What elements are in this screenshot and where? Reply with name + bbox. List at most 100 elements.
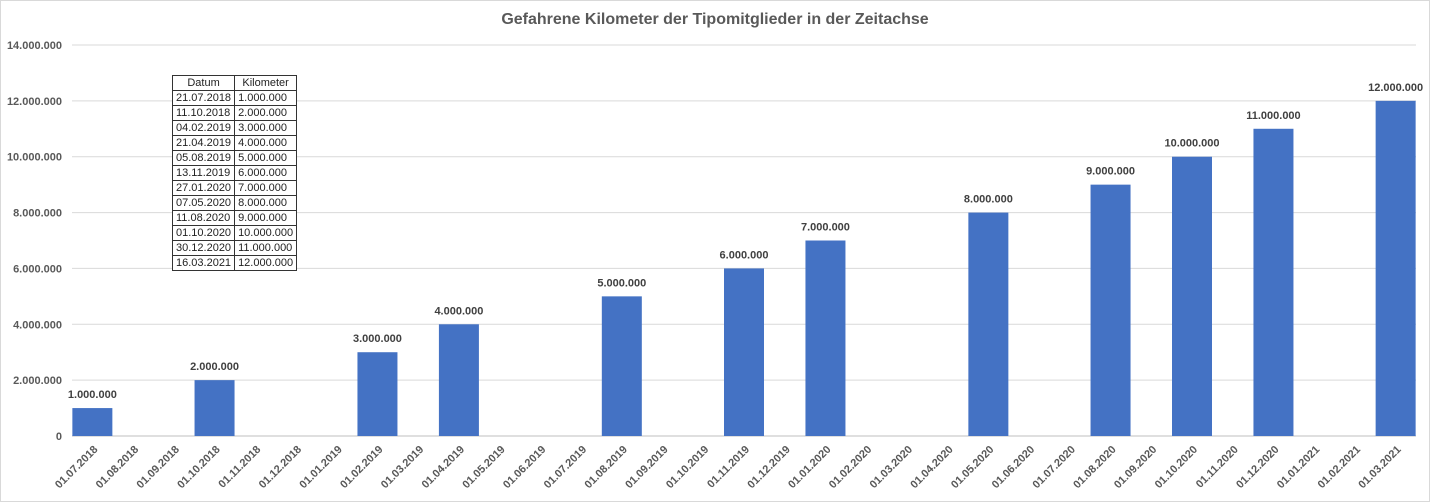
x-tick-label: 01.06.2019	[501, 444, 548, 491]
bar	[194, 380, 235, 436]
bar	[1090, 184, 1131, 436]
data-label: 2.000.000	[190, 361, 239, 373]
bar	[724, 268, 764, 436]
x-tick-label: 01.02.2019	[338, 444, 385, 491]
table-cell: 16.03.2021	[171, 255, 236, 271]
bar	[601, 296, 642, 436]
table-row: 07.05.2020 8.000.000	[171, 195, 298, 211]
data-label: 7.000.000	[801, 222, 850, 234]
data-label: 6.000.000	[720, 249, 769, 261]
x-tick-label: 01.08.2020	[1071, 444, 1118, 491]
table-cell: 04.02.2019	[171, 120, 236, 136]
data-label: 3.000.000	[353, 333, 402, 345]
table-cell: 3.000.000	[234, 120, 298, 136]
table-cell: 8.000.000	[234, 195, 298, 211]
data-label: 1.000.000	[68, 389, 117, 401]
table-cell: 05.08.2019	[171, 150, 236, 166]
bar	[357, 352, 398, 436]
table-cell: 7.000.000	[234, 180, 298, 196]
y-tick-label: 14.000.000	[7, 40, 62, 52]
x-tick-label: 01.09.2018	[135, 444, 182, 491]
x-tick-label: 01.10.2018	[175, 444, 222, 491]
x-tick-label: 01.05.2019	[460, 444, 507, 491]
bar	[438, 324, 479, 436]
table-cell: 13.11.2019	[171, 165, 236, 181]
data-label: 12.000.000	[1368, 82, 1423, 94]
x-tick-label: 01.02.2021	[1316, 444, 1363, 491]
data-table: Datum Kilometer 21.07.2018 1.000.000 11.10.2…	[171, 75, 298, 271]
bar	[1375, 100, 1416, 436]
y-tick-label: 10.000.000	[7, 152, 62, 164]
data-label: 10.000.000	[1164, 138, 1219, 150]
table-row: 21.04.2019 4.000.000	[171, 135, 298, 151]
data-label: 4.000.000	[434, 305, 483, 317]
y-tick-label: 0	[56, 431, 62, 443]
x-tick-label: 01.10.2019	[664, 444, 711, 491]
x-tick-label: 01.03.2021	[1356, 444, 1403, 491]
chart-title: Gefahrene Kilometer der Tipomitglieder i…	[501, 11, 928, 28]
table-cell: 4.000.000	[234, 135, 298, 151]
table-row: 04.02.2019 3.000.000	[171, 120, 298, 136]
table-row: 11.08.2020 9.000.000	[171, 210, 298, 226]
table-cell: 9.000.000	[234, 210, 298, 226]
x-tick-label: 01.07.2020	[1031, 444, 1078, 491]
bar	[968, 212, 1009, 436]
table-cell: 30.12.2020	[171, 240, 236, 256]
table-header-row: Datum Kilometer	[171, 75, 298, 91]
table-cell: Kilometer	[234, 75, 298, 91]
table-row: 16.03.2021 12.000.000	[171, 255, 298, 271]
x-tick-label: 01.01.2021	[1275, 444, 1322, 491]
table-cell: 21.04.2019	[171, 135, 236, 151]
x-tick-label: 01.07.2019	[542, 444, 589, 491]
table-cell: 01.10.2020	[171, 225, 236, 241]
table-cell: 6.000.000	[234, 165, 298, 181]
bar	[1172, 156, 1212, 436]
x-tick-label: 01.08.2018	[94, 444, 141, 491]
x-tick-label: 01.04.2020	[908, 444, 955, 491]
data-label: 5.000.000	[597, 277, 646, 289]
table-row: 30.12.2020 11.000.000	[171, 240, 298, 256]
x-tick-label: 01.04.2019	[420, 444, 467, 491]
y-tick-label: 6.000.000	[13, 263, 62, 275]
table-row: 05.08.2019 5.000.000	[171, 150, 298, 166]
bar	[72, 408, 113, 436]
x-tick-label: 01.06.2020	[990, 444, 1037, 491]
data-label: 8.000.000	[964, 194, 1013, 206]
table-cell: 21.07.2018	[171, 90, 236, 106]
x-tick-label: 01.09.2020	[1112, 444, 1159, 491]
table-row: 01.10.2020 10.000.000	[171, 225, 298, 241]
x-tick-label: 01.03.2020	[868, 444, 915, 491]
x-tick-label: 01.03.2019	[379, 444, 426, 491]
table-row: 13.11.2019 6.000.000	[171, 165, 298, 181]
y-tick-label: 2.000.000	[13, 375, 62, 387]
table-cell: 10.000.000	[234, 225, 298, 241]
bar	[805, 240, 846, 436]
table-cell: 07.05.2020	[171, 195, 236, 211]
x-tick-label: 01.07.2018	[53, 444, 100, 491]
x-tick-label: 01.12.2019	[745, 444, 792, 491]
table-cell: 12.000.000	[234, 255, 298, 271]
table-cell: Datum	[171, 75, 236, 91]
table-row: 11.10.2018 2.000.000	[171, 105, 298, 121]
x-tick-label: 01.01.2020	[786, 444, 833, 491]
table-cell: 5.000.000	[234, 150, 298, 166]
y-tick-label: 8.000.000	[13, 208, 62, 220]
x-tick-label: 01.12.2020	[1234, 444, 1281, 491]
data-label: 9.000.000	[1086, 166, 1135, 178]
table-cell: 2.000.000	[234, 105, 298, 121]
table-cell: 27.01.2020	[171, 180, 236, 196]
x-tick-label: 01.01.2019	[297, 444, 344, 491]
table-cell: 1.000.000	[234, 90, 298, 106]
x-tick-label: 01.10.2020	[1153, 444, 1200, 491]
data-label: 11.000.000	[1246, 110, 1300, 122]
y-tick-label: 12.000.000	[7, 96, 62, 108]
x-tick-label: 01.02.2020	[827, 444, 874, 491]
table-row: 21.07.2018 1.000.000	[171, 90, 298, 106]
x-tick-label: 01.09.2019	[623, 444, 670, 491]
table-cell: 11.000.000	[234, 240, 298, 256]
x-tick-label: 01.12.2018	[257, 444, 304, 491]
table-cell: 11.10.2018	[171, 105, 236, 121]
x-tick-label: 01.08.2019	[583, 444, 630, 491]
table-row: 27.01.2020 7.000.000	[171, 180, 298, 196]
bar	[1253, 128, 1294, 437]
